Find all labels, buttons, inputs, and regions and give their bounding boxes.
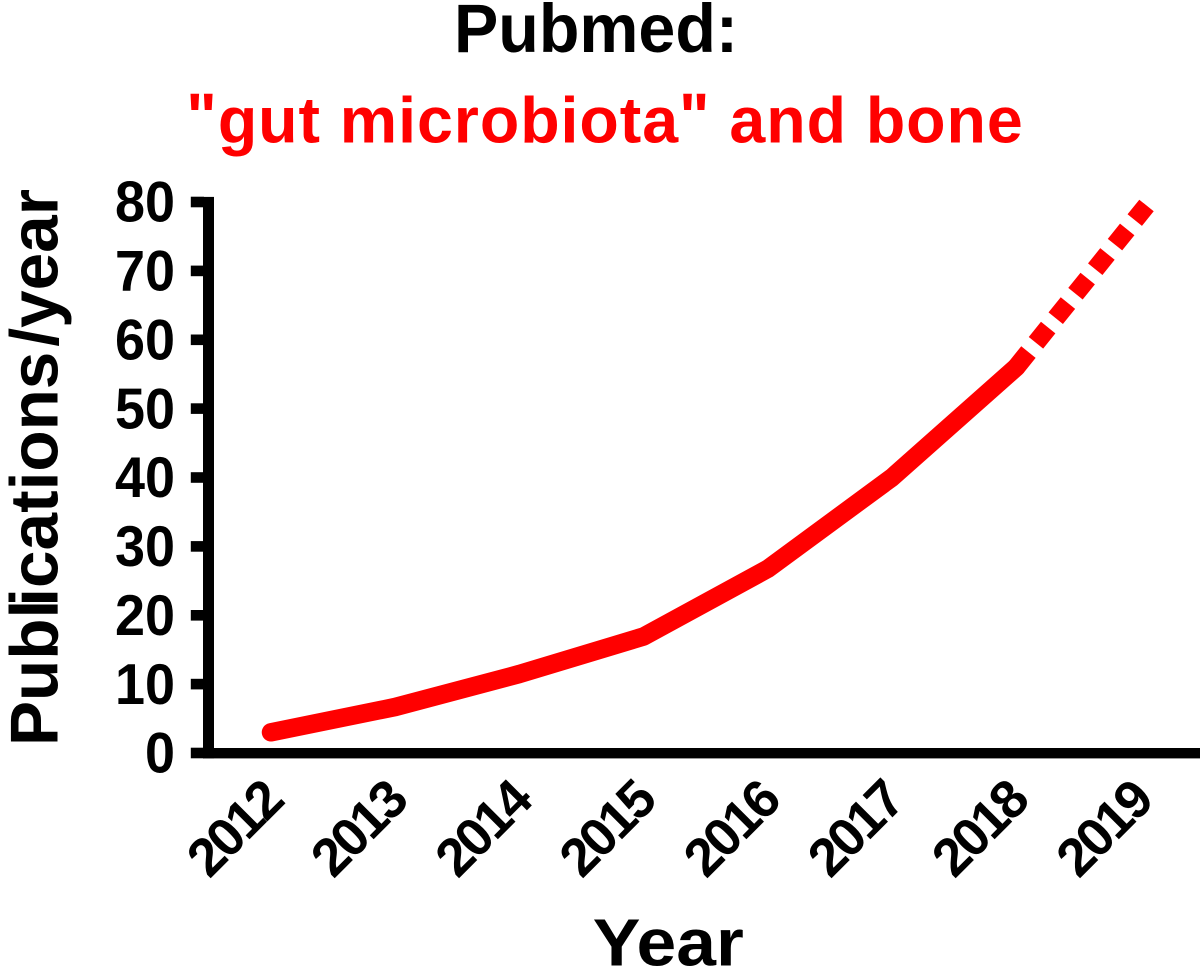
- svg-text:Pubmed:: Pubmed:: [454, 0, 738, 67]
- svg-text:50: 50: [115, 377, 175, 441]
- svg-text:60: 60: [115, 309, 175, 373]
- svg-text:Year: Year: [593, 907, 744, 974]
- svg-text:0: 0: [145, 722, 175, 786]
- svg-text:70: 70: [115, 240, 175, 304]
- svg-text:80: 80: [115, 171, 175, 235]
- svg-text:10: 10: [115, 653, 175, 717]
- svg-text:Publications/year: Publications/year: [0, 189, 73, 746]
- svg-text:40: 40: [115, 446, 175, 510]
- svg-text:20: 20: [115, 584, 175, 648]
- svg-text:"gut microbiota" and bone: "gut microbiota" and bone: [186, 81, 1023, 157]
- svg-text:30: 30: [115, 515, 175, 579]
